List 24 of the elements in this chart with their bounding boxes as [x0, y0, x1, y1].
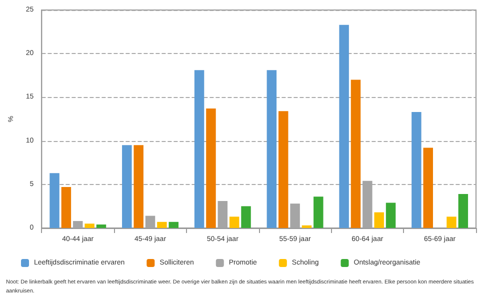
bar: [412, 112, 422, 228]
bar: [278, 111, 288, 228]
bar: [50, 173, 60, 228]
bar: [61, 187, 72, 228]
bar: [168, 222, 178, 228]
bar: [374, 212, 384, 228]
bar: [266, 70, 277, 228]
bar: [84, 224, 94, 228]
bar: [423, 148, 433, 228]
bar: [194, 70, 204, 228]
bar: [458, 194, 468, 228]
bar: [386, 202, 396, 228]
bar: [157, 222, 167, 228]
bar: [96, 224, 106, 228]
bar: [206, 108, 216, 228]
bar: [446, 216, 456, 228]
bar: [241, 206, 251, 228]
bar: [122, 145, 132, 228]
bar: [302, 225, 312, 228]
bar: [314, 196, 324, 228]
bar: [350, 80, 361, 228]
bar: [134, 145, 144, 228]
bar: [229, 216, 240, 228]
bar: [339, 24, 349, 228]
